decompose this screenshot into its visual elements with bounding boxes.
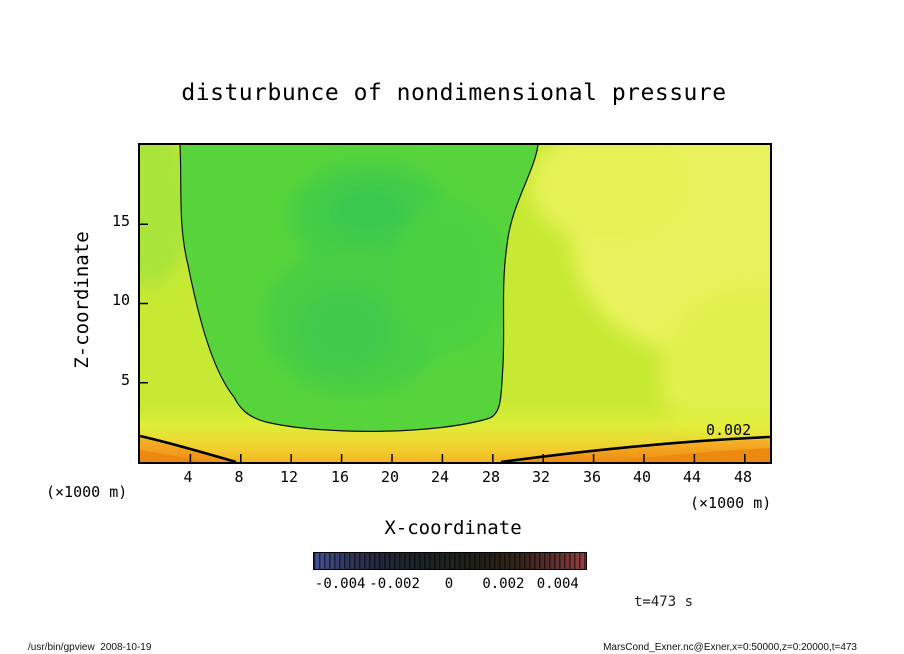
y-axis-label: Z-coordinate: [71, 231, 93, 369]
x-tick-label: 36: [582, 468, 602, 486]
x-tick-label: 48: [733, 468, 753, 486]
y-axis-tick-labels: 15 10 5: [96, 143, 130, 460]
y-tick-label: 10: [111, 291, 130, 309]
footer-command-text: /usr/bin/gpview 2008-10-19: [28, 642, 152, 653]
colorbar-tick-label: 0: [444, 576, 454, 592]
x-tick-label: 40: [632, 468, 652, 486]
x-tick-label: 4: [183, 468, 193, 486]
x-unit-label-left: (×1000 m): [46, 483, 128, 501]
x-axis-label: X-coordinate: [384, 517, 522, 539]
time-label: t=473 s: [634, 594, 694, 610]
contour-value-label: 0.002: [706, 421, 752, 439]
plot-area: 0.002: [138, 143, 772, 464]
contour-line-0002-right: [500, 435, 770, 462]
x-axis-tick-labels: 4 8 12 16 20 24 28 32 36 40 44 48: [138, 468, 768, 488]
contour-line-0002-left: [140, 434, 237, 462]
y-tick-label: 5: [120, 371, 130, 389]
x-unit-label-right: (×1000 m): [690, 494, 772, 512]
colorbar-tick-label: 0.004: [536, 576, 579, 592]
axis-tick-marks: [140, 223, 746, 462]
contour-plot-svg: [140, 145, 770, 462]
colorbar-tick-label: -0.004: [314, 576, 366, 592]
colorbar-tick-labels: -0.004 -0.002 0 0.002 0.004: [313, 576, 585, 592]
x-tick-label: 12: [279, 468, 299, 486]
footer-dataset-text: MarsCond_Exner.nc@Exner,x=0:50000,z=0:20…: [603, 642, 857, 653]
x-tick-label: 16: [330, 468, 350, 486]
colorbar-tick-label: -0.002: [369, 576, 420, 592]
colorbar-gradient: [313, 552, 587, 570]
y-tick-label: 15: [111, 212, 130, 230]
filled-contours: [140, 145, 770, 462]
plot-title: disturbunce of nondimensional pressure: [181, 80, 727, 106]
x-tick-label: 32: [531, 468, 551, 486]
x-tick-label: 28: [481, 468, 501, 486]
zero-contour-line: [179, 145, 539, 432]
colorbar-tick-label: 0.002: [482, 576, 525, 592]
x-tick-label: 24: [430, 468, 450, 486]
x-tick-label: 44: [682, 468, 702, 486]
x-tick-label: 8: [234, 468, 244, 486]
colorbar: -0.004 -0.002 0 0.002 0.004: [313, 552, 587, 592]
x-tick-label: 20: [380, 468, 400, 486]
